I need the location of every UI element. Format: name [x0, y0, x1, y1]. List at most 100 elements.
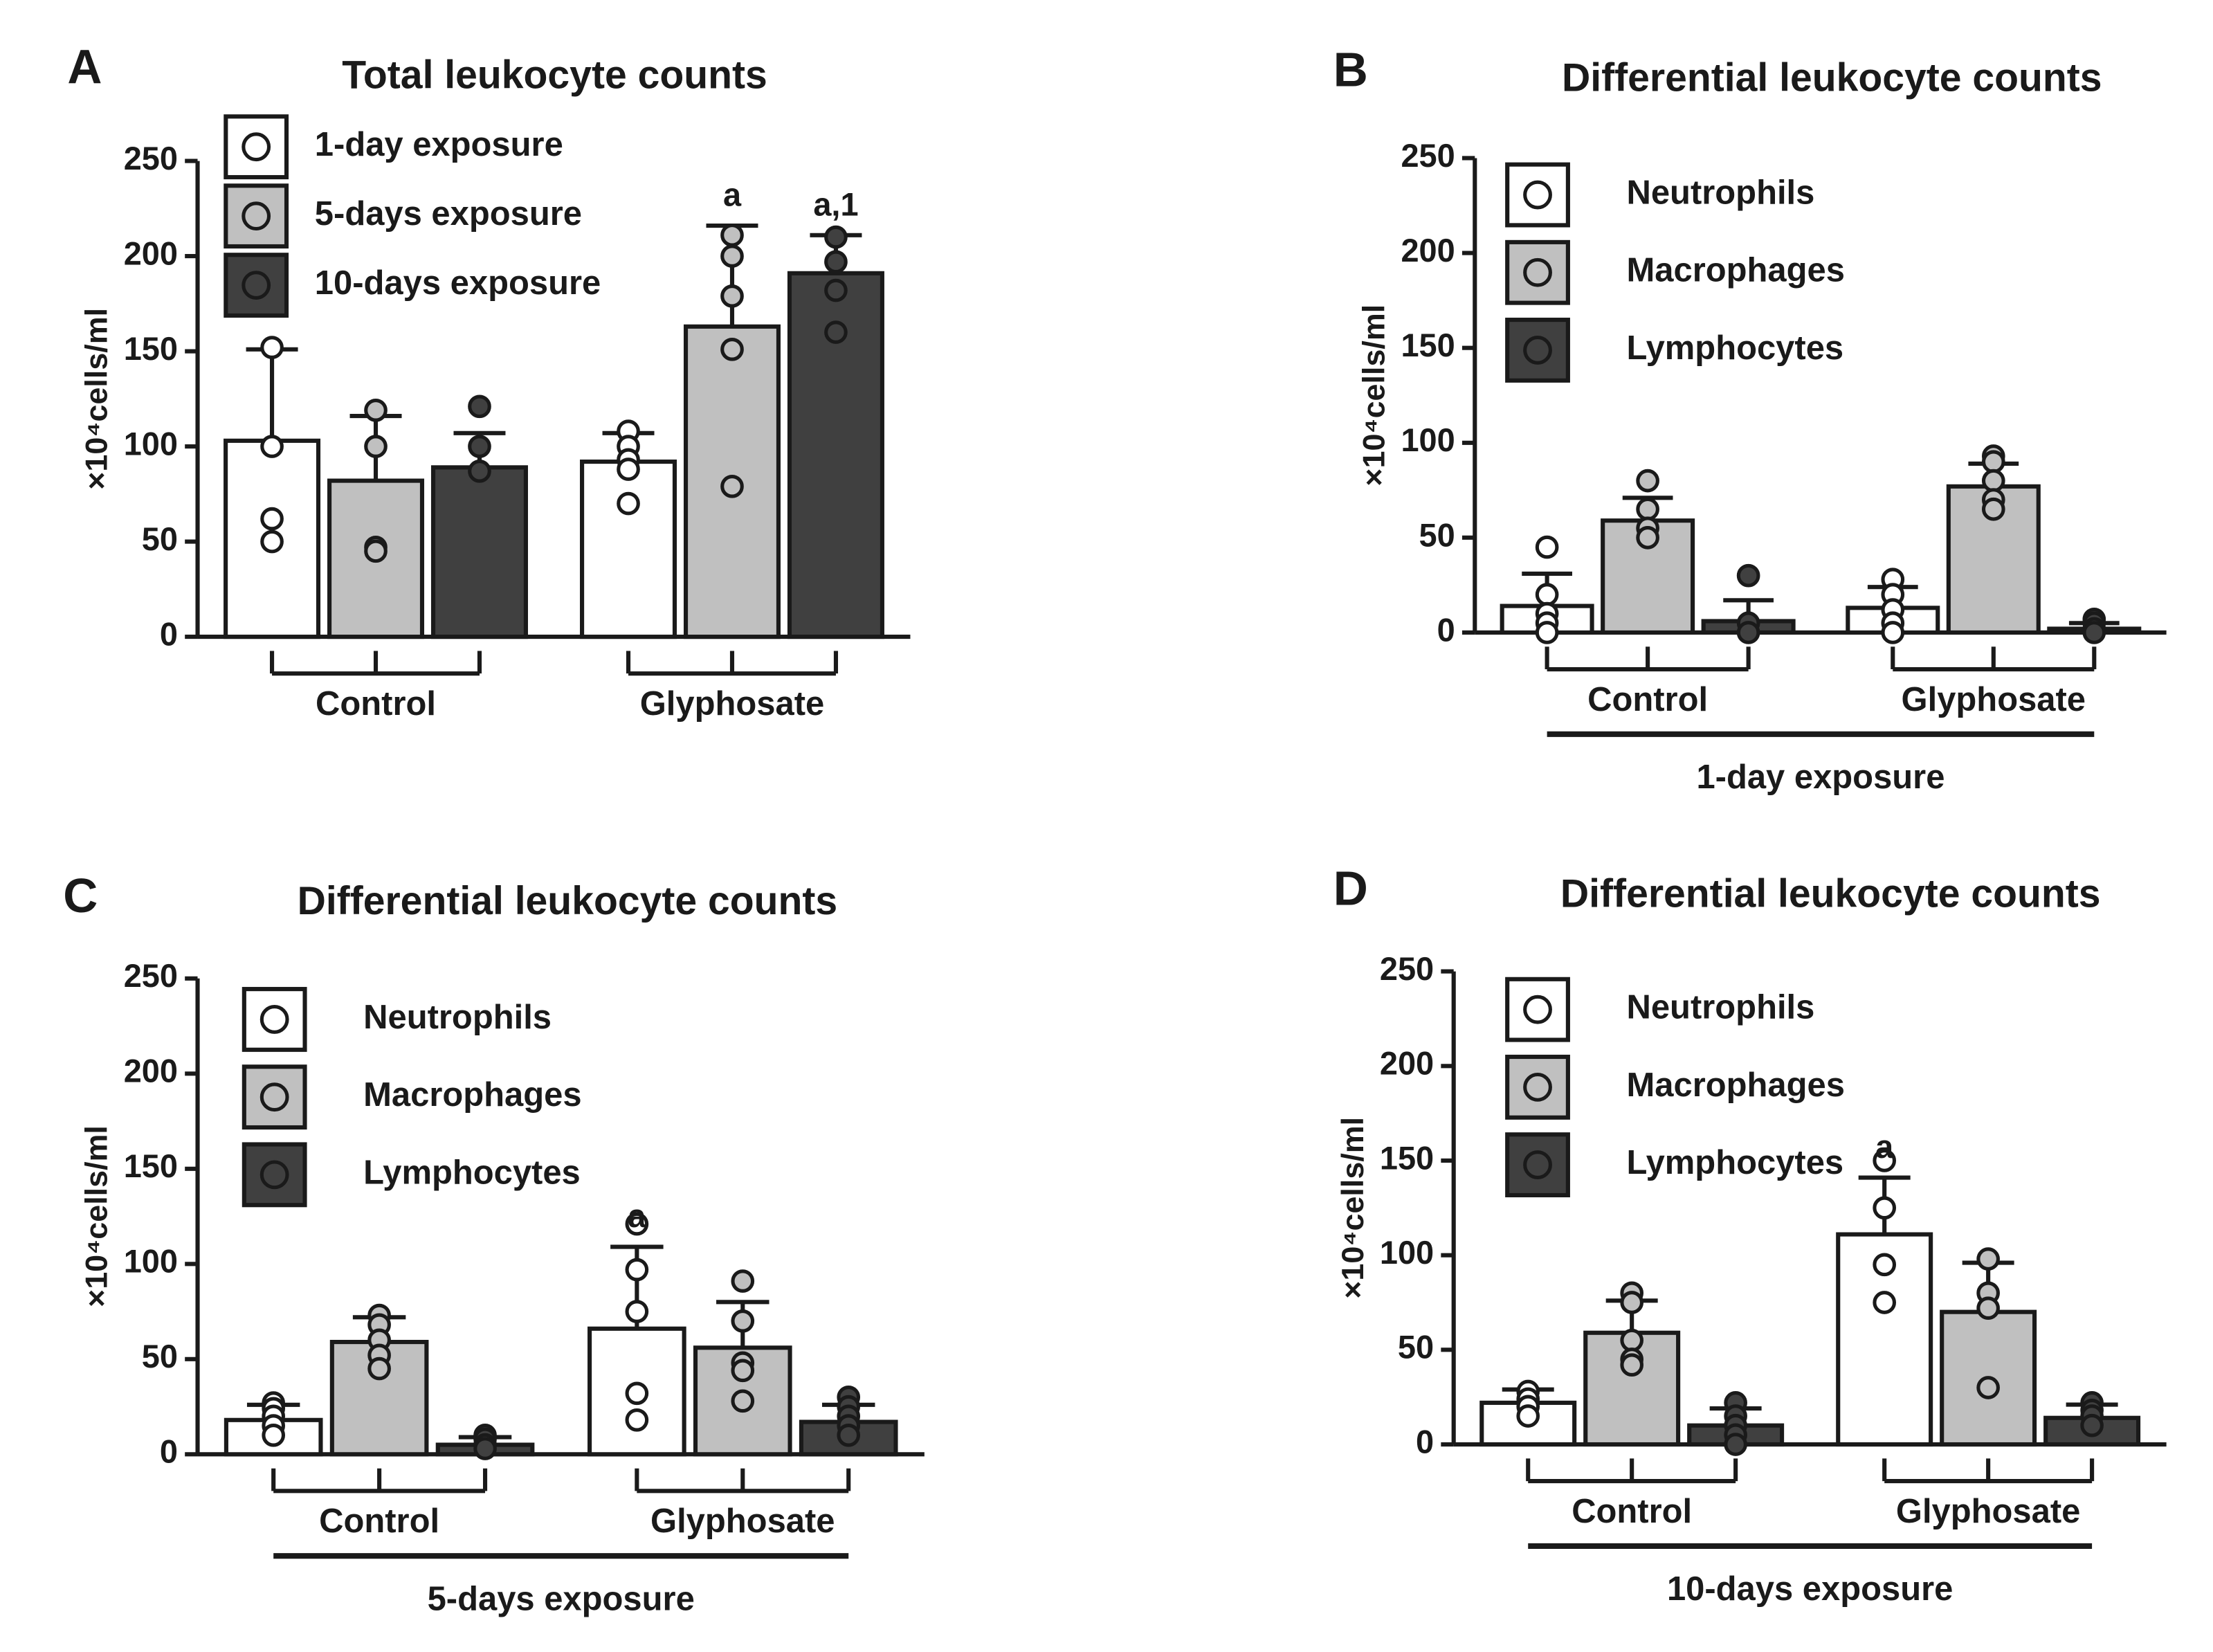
- panel: D Differential leukocyte counts ×10⁴cells/…: [1333, 862, 2167, 1608]
- y-tick-label: 0: [1437, 612, 1455, 648]
- category-label: Control: [1587, 681, 1708, 718]
- legend-swatch: [242, 1142, 307, 1208]
- y-axis-label: ×10⁴cells/ml: [1356, 305, 1391, 487]
- data-point: [1636, 469, 1659, 493]
- data-point: [617, 491, 640, 516]
- category-label: Glyphosate: [1896, 1493, 2080, 1530]
- legend-marker: [1523, 995, 1552, 1024]
- data-point: [1873, 1291, 1897, 1314]
- significance-label: a: [1875, 1129, 1894, 1165]
- data-point: [260, 435, 284, 458]
- legend-label: Lymphocytes: [1627, 329, 1844, 367]
- y-tick-label: 200: [1401, 233, 1455, 269]
- data-point: [1535, 583, 1559, 606]
- data-point: [720, 474, 744, 498]
- y-tick-label: 0: [160, 616, 178, 652]
- data-point: [1516, 1404, 1540, 1428]
- legend-swatch: [1505, 1132, 1570, 1198]
- category-label: Control: [316, 685, 436, 723]
- y-tick-label: 50: [142, 521, 178, 557]
- figure-content: A Total leukocyte counts ×10⁴cells/ml 0 50 10…: [63, 39, 2167, 1617]
- y-tick-label: 150: [1401, 327, 1455, 363]
- bar: [430, 465, 528, 639]
- y-tick-label: 250: [1401, 138, 1455, 174]
- legend-marker: [259, 1160, 289, 1190]
- data-point: [1976, 1296, 2000, 1320]
- legend-label: Macrophages: [1627, 1066, 1845, 1104]
- data-point: [260, 507, 284, 531]
- legend-marker: [242, 271, 271, 300]
- y-tick-label: 200: [1380, 1046, 1434, 1082]
- panel-letter: A: [67, 39, 102, 93]
- data-point: [720, 284, 744, 308]
- legend-swatch: [1505, 239, 1570, 305]
- data-point: [1535, 621, 1559, 644]
- data-point: [1620, 1291, 1643, 1314]
- bar: [580, 460, 677, 639]
- data-point: [731, 1309, 755, 1333]
- y-tick-label: 200: [124, 235, 178, 271]
- chart-title: Differential leukocyte counts: [298, 879, 838, 923]
- data-point: [262, 1423, 286, 1447]
- legend-marker: [259, 1005, 289, 1034]
- y-tick-label: 150: [124, 1148, 178, 1184]
- data-point: [625, 1300, 649, 1323]
- y-tick-label: 250: [1380, 951, 1434, 987]
- data-point: [625, 1408, 649, 1432]
- legend-label: 1-day exposure: [315, 126, 563, 163]
- data-point: [364, 539, 388, 563]
- legend-marker: [1523, 1150, 1552, 1179]
- data-point: [1620, 1328, 1643, 1352]
- data-point: [1873, 1253, 1897, 1277]
- panel: A Total leukocyte counts ×10⁴cells/ml 0 50 10…: [67, 39, 911, 723]
- data-point: [1881, 621, 1905, 644]
- data-point: [625, 1258, 649, 1282]
- data-point: [2082, 621, 2106, 644]
- chart-title: Differential leukocyte counts: [1560, 872, 2101, 916]
- y-tick-label: 0: [160, 1434, 178, 1470]
- data-point: [1976, 1376, 2000, 1399]
- data-point: [1535, 535, 1559, 559]
- data-point: [1981, 469, 2005, 493]
- legend-label: 5-days exposure: [315, 195, 582, 233]
- data-point: [468, 394, 491, 419]
- y-tick-label: 250: [124, 140, 178, 176]
- legend-label: Neutrophils: [1627, 174, 1815, 211]
- y-tick-label: 100: [124, 426, 178, 462]
- data-point: [364, 435, 388, 458]
- legend-swatch: [242, 987, 307, 1052]
- y-tick-label: 0: [1416, 1424, 1434, 1460]
- legend-marker: [259, 1082, 289, 1112]
- legend-label: Macrophages: [363, 1076, 581, 1114]
- legend-label: 10-days exposure: [315, 264, 601, 302]
- panel-letter: D: [1333, 862, 1368, 916]
- y-tick-label: 250: [124, 958, 178, 994]
- category-label: Glyphosate: [1902, 681, 2086, 718]
- data-point: [837, 1423, 861, 1447]
- data-point: [1736, 563, 1760, 588]
- legend-marker: [1523, 180, 1552, 210]
- significance-label: a: [628, 1198, 646, 1234]
- significance-label: a: [723, 177, 742, 213]
- legend-marker: [1523, 257, 1552, 287]
- data-point: [731, 1389, 755, 1413]
- category-label: Control: [1572, 1493, 1692, 1530]
- data-point: [720, 337, 744, 361]
- legend-marker: [1523, 1072, 1552, 1102]
- data-point: [731, 1269, 755, 1293]
- legend-label: Macrophages: [1627, 252, 1845, 289]
- y-tick-label: 150: [1380, 1140, 1434, 1176]
- legend-marker: [1523, 336, 1552, 365]
- x-axis-label: 10-days exposure: [1667, 1570, 1953, 1608]
- data-point: [468, 459, 491, 483]
- data-point: [625, 1381, 649, 1406]
- data-point: [260, 529, 284, 554]
- data-point: [720, 244, 744, 268]
- data-point: [824, 250, 848, 274]
- panel-letter: B: [1333, 42, 1368, 96]
- x-axis-label: 1-day exposure: [1696, 759, 1945, 796]
- y-tick-label: 100: [1401, 422, 1455, 458]
- data-point: [364, 398, 388, 422]
- legend-label: Lymphocytes: [363, 1154, 581, 1191]
